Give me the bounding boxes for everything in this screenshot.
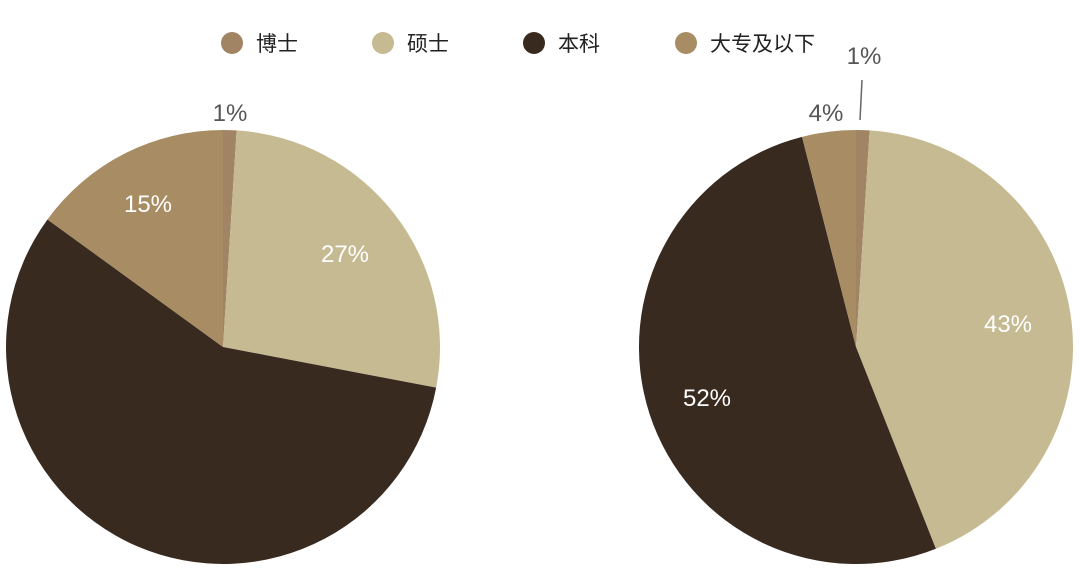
pie-left-label-doctor: 1% xyxy=(213,100,248,127)
legend-label-college: 大专及以下 xyxy=(710,32,815,56)
pie-left-label-college: 15% xyxy=(124,191,172,218)
pie-chart-left: 1% 27% 15% xyxy=(6,100,441,564)
legend-swatch-college xyxy=(675,32,697,54)
legend-label-master: 硕士 xyxy=(407,32,449,56)
pie-right-label-bachelor: 52% xyxy=(683,385,731,412)
legend-swatch-bachelor xyxy=(523,32,545,54)
legend-item-bachelor: 本科 xyxy=(523,32,600,56)
pie-right-slice-bachelor xyxy=(638,136,936,565)
pie-left-slice-master xyxy=(223,130,441,388)
pie-left-slice-college xyxy=(47,130,223,347)
pie-right-slice-college xyxy=(802,130,856,347)
legend-swatch-doctor xyxy=(221,32,243,54)
pie-right-slice-doctor xyxy=(856,130,870,347)
legend-item-college: 大专及以下 xyxy=(675,32,815,56)
pie-left-slice-doctor xyxy=(223,130,237,347)
legend-swatch-master xyxy=(372,32,394,54)
pie-right-label-master: 43% xyxy=(984,311,1032,338)
pie-chart-right: 1% 43% 52% 4% xyxy=(638,43,1073,565)
pie-left-label-master: 27% xyxy=(321,241,369,268)
pie-right-leader-line xyxy=(859,79,863,121)
legend-label-doctor: 博士 xyxy=(256,32,298,56)
legend-item-doctor: 博士 xyxy=(221,32,298,56)
legend: 博士 硕士 本科 大专及以下 xyxy=(221,32,815,56)
pie-right-label-college: 4% xyxy=(809,100,844,127)
pie-left-slice-bachelor xyxy=(6,219,437,564)
legend-label-bachelor: 本科 xyxy=(558,32,600,56)
legend-item-master: 硕士 xyxy=(372,32,449,56)
pie-right-label-doctor: 1% xyxy=(847,43,882,70)
pie-right-slice-master xyxy=(856,130,1073,549)
